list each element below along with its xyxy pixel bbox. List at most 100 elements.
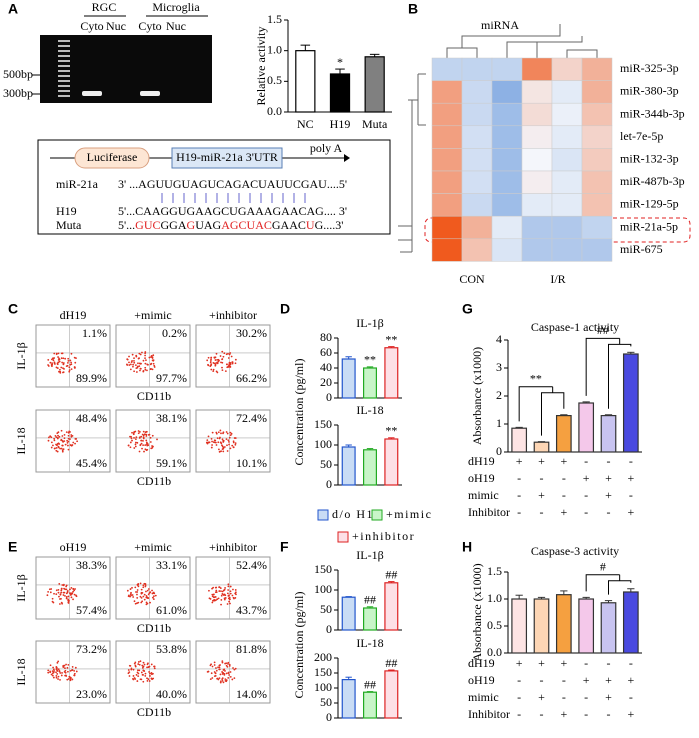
significance: **	[364, 353, 376, 367]
flow-dot	[208, 441, 211, 444]
flow-dot	[129, 368, 132, 371]
flow-dot	[234, 589, 237, 591]
quadrant-pct: 53.8%	[156, 642, 187, 656]
flow-dot	[47, 671, 50, 674]
heat-cell	[431, 80, 463, 104]
flow-dot	[130, 437, 133, 440]
flow-dot	[134, 445, 137, 448]
flow-dot	[52, 666, 54, 669]
flow-dot	[136, 597, 139, 599]
table-sign: -	[517, 707, 521, 721]
table-sign: -	[517, 505, 521, 519]
flow-dot	[210, 437, 213, 440]
bar	[600, 602, 617, 654]
flow-dot	[215, 370, 218, 373]
flow-dot	[67, 595, 70, 598]
flow-dot	[58, 443, 61, 445]
table-sign: -	[540, 505, 544, 519]
flow-dot	[139, 430, 141, 433]
flow-dot	[144, 672, 147, 675]
heat-cell	[431, 238, 463, 262]
flow-dot	[51, 670, 54, 673]
heat-cell	[431, 102, 463, 127]
heat-cell	[491, 57, 523, 81]
table-label: mimic	[468, 488, 499, 502]
quadrant-pct: 66.2%	[236, 371, 267, 385]
bar	[384, 347, 399, 399]
flow-dot	[217, 597, 220, 600]
flow-dot	[59, 672, 62, 674]
flow-dot	[129, 446, 132, 449]
flow-dot	[144, 444, 147, 447]
flow-dot	[74, 666, 77, 669]
flow-dot	[212, 586, 215, 589]
ladder-band	[58, 65, 70, 67]
flow-dot	[139, 367, 142, 370]
flow-dot	[145, 590, 147, 593]
flow-dot	[153, 667, 156, 670]
flow-dot	[228, 361, 231, 364]
flow-dot	[141, 433, 144, 436]
flow-dot	[222, 447, 225, 450]
flow-dot	[133, 600, 136, 603]
flow-dot	[136, 591, 139, 593]
flow-dot	[53, 592, 55, 595]
flow-dot	[151, 357, 154, 359]
flow-dot	[148, 671, 151, 673]
flow-dot	[73, 672, 76, 675]
flow-dot	[229, 590, 232, 593]
col-dendrogram	[446, 24, 598, 58]
flow-dot	[223, 597, 226, 600]
flow-dot	[66, 589, 69, 592]
quadrant-pct: 40.0%	[156, 687, 187, 701]
flow-dot	[64, 357, 67, 360]
flow-dot	[227, 585, 230, 588]
bar	[295, 50, 316, 113]
flow-dot	[136, 593, 138, 596]
flow-dot	[234, 443, 237, 446]
table-sign: +	[538, 656, 545, 670]
flow-dot	[220, 432, 222, 435]
flow-plot	[115, 556, 191, 620]
flow-dot	[212, 370, 215, 373]
table-sign: -	[607, 454, 611, 468]
flow-dot	[55, 436, 58, 439]
table-label: Inhibitor	[468, 707, 510, 721]
flow-dot	[56, 661, 59, 664]
quadrant-pct: 52.4%	[236, 558, 267, 572]
table-sign: +	[605, 690, 612, 704]
flow-dot	[149, 672, 151, 675]
flow-dot	[147, 363, 149, 366]
flow-dot	[221, 590, 224, 593]
table-sign: -	[584, 505, 588, 519]
bracket	[585, 574, 620, 592]
flow-dot	[128, 361, 130, 364]
table-sign: -	[517, 471, 521, 485]
flow-dot	[221, 369, 224, 372]
ladder-band	[58, 55, 70, 57]
flow-dot	[131, 594, 134, 596]
flow-dot	[207, 435, 210, 438]
flow-dot	[219, 441, 222, 444]
flow-dot	[142, 665, 145, 668]
ladder-band	[58, 50, 70, 52]
flow-dot	[142, 430, 145, 433]
quadrant-pct: 1.1%	[82, 326, 107, 340]
flow-dot	[228, 353, 231, 356]
flow-dot	[49, 664, 52, 667]
flow-dot	[142, 661, 145, 664]
flow-dot	[148, 356, 151, 359]
flow-dot	[145, 439, 148, 442]
flow-dot	[57, 434, 59, 437]
table-label: dH19	[468, 656, 495, 670]
flow-dot	[214, 439, 217, 442]
table-sign: +	[516, 454, 523, 468]
flow-dot	[69, 594, 72, 596]
chart-title: IL-18	[356, 403, 383, 417]
flow-dot	[152, 354, 155, 357]
flow-dot	[233, 677, 236, 680]
heat-cell	[551, 215, 583, 240]
y-tick-label: 0	[326, 390, 332, 404]
heat-cell	[581, 80, 613, 104]
chart-title: Caspase-3 activity	[531, 544, 619, 558]
